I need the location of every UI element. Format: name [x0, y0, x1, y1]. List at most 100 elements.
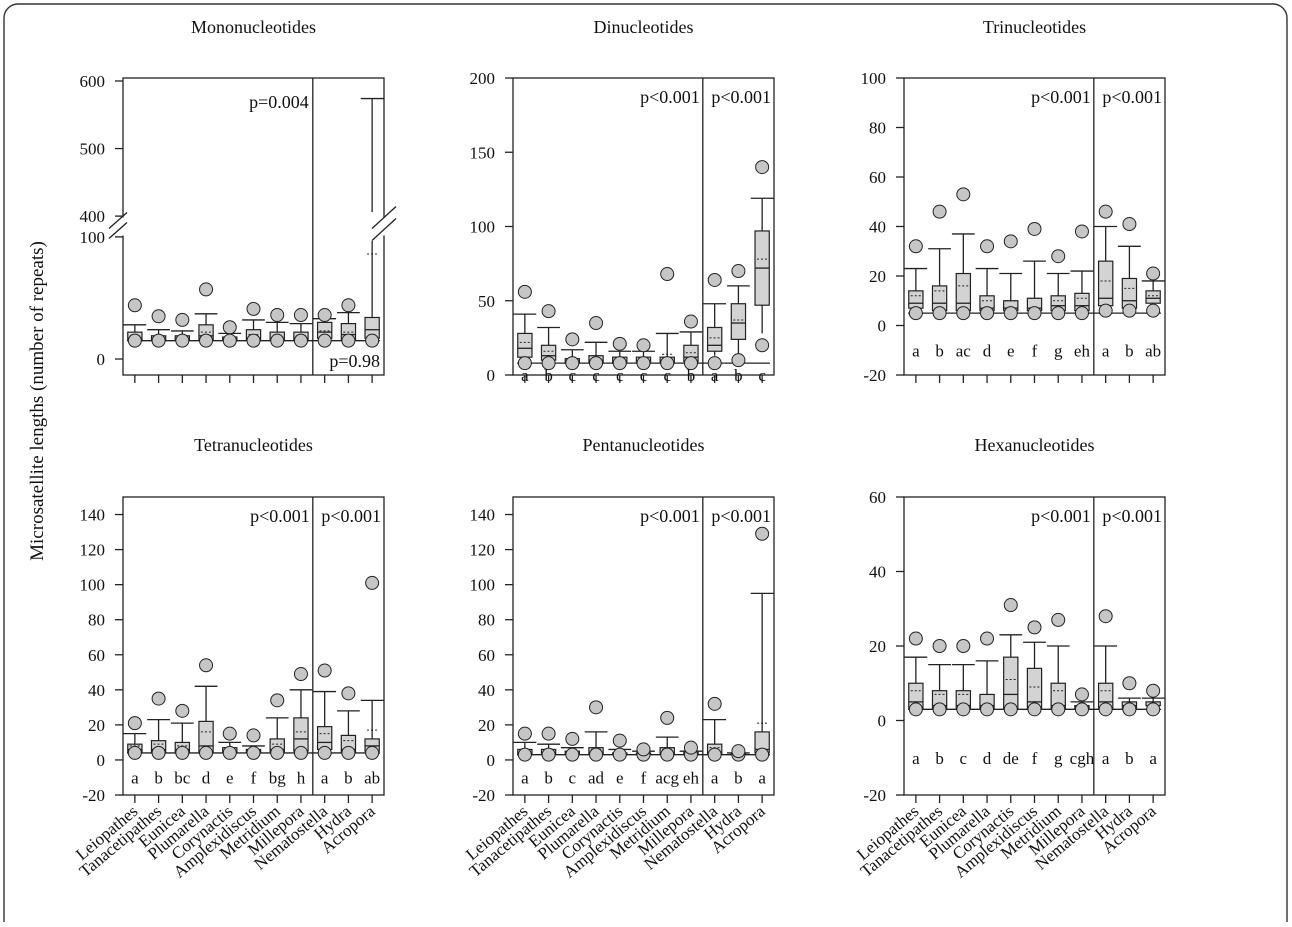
outlier-point — [932, 306, 947, 321]
group-letter: e — [226, 768, 234, 787]
outlier-point — [1051, 702, 1066, 717]
outlier-point — [222, 320, 237, 335]
group-letter: a — [131, 768, 139, 787]
group-letter: a — [912, 749, 920, 768]
box — [730, 303, 747, 340]
outlier-point — [660, 710, 675, 725]
group-letter: c — [616, 366, 624, 385]
group-letter: e — [616, 768, 624, 787]
outlier-point — [956, 702, 971, 717]
outlier-point — [199, 282, 214, 297]
box — [706, 326, 723, 352]
group-letter: a — [711, 768, 719, 787]
outlier-point — [1122, 217, 1137, 232]
group-letter: b — [344, 768, 353, 787]
outlier-point — [517, 356, 532, 371]
outlier-point — [707, 696, 722, 711]
y-tick-label: 140 — [470, 506, 496, 525]
axis-break-mark — [108, 212, 128, 229]
outlier-point — [541, 356, 556, 371]
p-value-left: p<0.001 — [1031, 87, 1091, 107]
outlier-point — [1122, 303, 1137, 318]
group-letter: c — [592, 366, 600, 385]
outlier-point — [127, 298, 142, 313]
outlier-point — [565, 332, 580, 347]
outlier-point — [731, 264, 746, 279]
outlier-point — [660, 356, 675, 371]
outlier-point — [317, 333, 332, 348]
group-letter: acg — [655, 768, 679, 787]
outlier-point — [683, 314, 698, 329]
p-value-left: p=0.004 — [249, 92, 309, 112]
y-tick-label: -20 — [863, 366, 886, 385]
outlier-point — [565, 747, 580, 762]
y-tick-label: -20 — [472, 786, 495, 805]
outlier-point — [541, 747, 556, 762]
outlier-point — [755, 338, 770, 353]
panel-title: Tetranucleotides — [194, 435, 313, 455]
group-letter: a — [1149, 749, 1157, 768]
outlier-point — [270, 333, 285, 348]
outlier-point — [517, 747, 532, 762]
p-value-left: p<0.001 — [250, 506, 310, 526]
group-letter: c — [758, 366, 766, 385]
outlier-point — [660, 267, 675, 282]
y-tick-label: 400 — [80, 207, 106, 226]
outlier-point — [1003, 306, 1018, 321]
axis-break-gap — [378, 217, 390, 236]
outlier-point — [956, 639, 971, 653]
group-letter: a — [711, 366, 719, 385]
outlier-point — [565, 356, 580, 371]
group-letter: ad — [588, 768, 605, 787]
y-tick-label: 120 — [80, 541, 106, 560]
outlier-point — [956, 306, 971, 321]
outlier-point — [980, 702, 995, 717]
box — [908, 290, 924, 309]
axis-break-mark — [371, 218, 397, 241]
outlier-point — [1098, 303, 1113, 318]
y-tick-label: 0 — [487, 366, 496, 385]
outlier-point — [270, 693, 285, 708]
outlier-point — [980, 631, 995, 646]
y-tick-label: 20 — [869, 637, 886, 656]
outlier-point — [636, 338, 651, 353]
outlier-point — [755, 526, 770, 541]
outlier-point — [636, 356, 651, 371]
outlier-point — [199, 658, 214, 673]
outlier-point — [151, 333, 166, 348]
outlier-point — [932, 702, 947, 717]
outlier-point — [175, 745, 190, 760]
figure-border — [3, 3, 1288, 927]
outlier-point — [731, 744, 746, 759]
outlier-point — [175, 312, 190, 327]
box — [517, 332, 533, 358]
outlier-point — [1122, 676, 1137, 691]
y-tick-label: 40 — [478, 681, 495, 700]
group-letter: b — [544, 366, 553, 385]
group-letter: d — [983, 749, 992, 768]
y-tick-label: 20 — [869, 267, 886, 286]
panel-title: Hexanucleotides — [975, 435, 1095, 455]
outlier-point — [956, 187, 971, 202]
y-tick-label: 0 — [878, 712, 887, 731]
y-tick-label: 60 — [869, 488, 886, 507]
y-tick-label: 100 — [80, 228, 106, 247]
outlier-point — [270, 745, 285, 760]
group-letter: b — [1125, 341, 1134, 360]
outlier-point — [1146, 702, 1161, 717]
y-tick-label: 200 — [470, 69, 496, 88]
y-tick-label: 50 — [478, 292, 495, 311]
p-value-right: p<0.001 — [321, 506, 381, 526]
y-tick-label: 100 — [80, 576, 106, 595]
outlier-point — [365, 745, 380, 760]
outlier-point — [612, 356, 627, 371]
outlier-point — [1098, 609, 1113, 624]
group-letter: eh — [683, 768, 700, 787]
outlier-point — [612, 336, 627, 351]
box — [955, 272, 972, 312]
y-tick-label: 0 — [97, 350, 106, 369]
group-letter: ab — [364, 768, 380, 787]
outlier-point — [317, 663, 332, 678]
outlier-point — [589, 747, 604, 762]
outlier-point — [612, 747, 627, 762]
